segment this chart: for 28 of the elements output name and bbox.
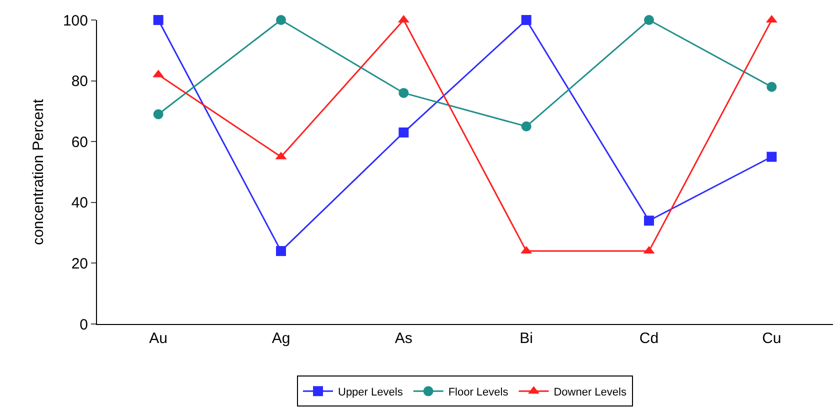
point [276, 246, 286, 256]
x-tick-label: As [394, 330, 412, 347]
y-tick-label: 60 [71, 134, 88, 151]
x-tick-label: Au [149, 330, 168, 347]
y-tick-label: 80 [71, 73, 88, 90]
point [766, 152, 777, 162]
y-axis-title: concentration Percent [30, 98, 48, 245]
point [153, 109, 164, 120]
point [766, 82, 777, 92]
x-tick-label: Cu [762, 330, 782, 347]
y-tick-label: 20 [71, 255, 88, 272]
legend-label: Floor Levels [448, 386, 509, 398]
x-tick-label: Ag [272, 330, 290, 347]
y-tick-label: 0 [80, 316, 88, 334]
point [521, 15, 532, 25]
point [276, 15, 286, 25]
point [398, 127, 409, 138]
legend-label: Upper Levels [338, 386, 404, 398]
x-tick-label: Bi [520, 330, 533, 347]
point [644, 15, 654, 25]
y-tick-label: 40 [71, 194, 88, 212]
y-tick-label: 100 [62, 12, 88, 30]
point [398, 88, 409, 98]
point [153, 15, 164, 25]
point [644, 216, 654, 226]
legend-label: Downer Levels [554, 386, 627, 398]
point [521, 121, 532, 132]
x-tick-label: Cd [639, 330, 659, 347]
